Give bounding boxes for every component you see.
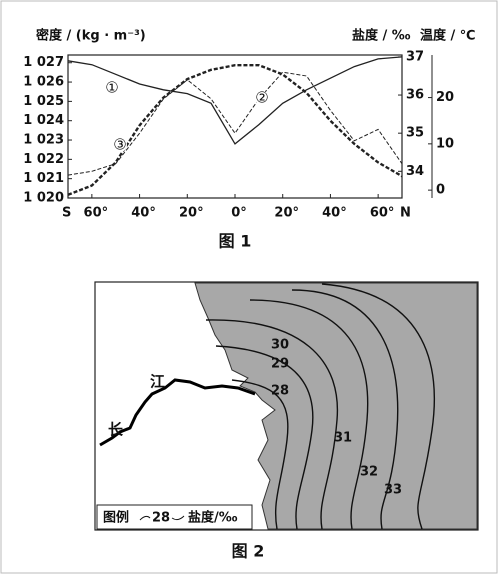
x-tick-label: 60°: [84, 206, 109, 221]
map: 江 长 图例 28 盐度/‰ 图 2 28 29 30 31 32 33: [94, 281, 479, 561]
legend-sample: 28: [152, 511, 170, 526]
series-label-ring: [105, 81, 119, 95]
isoline: [291, 289, 399, 530]
map-caption: 图 2: [232, 542, 265, 561]
series-label: ①: [105, 79, 118, 97]
river: [99, 378, 256, 447]
x-start-label: S: [62, 206, 71, 221]
y3-tick-label: 20: [436, 90, 454, 105]
y-tick-label: 1 025: [23, 94, 64, 109]
legend-unit: 盐度/‰: [188, 510, 238, 526]
y3-tick-label: 0: [436, 183, 445, 198]
x-end-label: N: [400, 206, 411, 221]
y-tick-label: 1 023: [23, 133, 64, 148]
sea: [194, 282, 478, 530]
y2-tick-label: 35: [406, 126, 424, 141]
y3-axis-title: 温度 / ℃: [420, 28, 476, 44]
isoline: [205, 319, 339, 530]
isoline: [215, 345, 314, 530]
y2-axis-title: 盐度 / ‰: [352, 28, 411, 44]
isoline-label: 32: [360, 465, 378, 480]
y-tick-label: 1 021: [23, 171, 64, 186]
series-label: ②: [255, 89, 268, 107]
series-label: ③: [113, 136, 126, 154]
river-label: 江: [150, 373, 165, 391]
x-tick-label: 20°: [179, 206, 204, 221]
y-tick-label: 1 024: [23, 113, 64, 128]
isoline-label: 30: [271, 338, 289, 353]
data-line: [67, 71, 403, 176]
y-tick-label: 1 022: [23, 152, 64, 167]
isoline: [231, 379, 289, 530]
x-tick-label: 20°: [274, 206, 299, 221]
legend-line: [139, 515, 151, 521]
x-tick-label: 60°: [370, 206, 395, 221]
isoline: [321, 283, 435, 530]
y-tick-label: 1 020: [23, 191, 64, 206]
isoline-label: 31: [334, 431, 352, 446]
y2-tick-label: 37: [406, 49, 424, 64]
x-tick-label: 40°: [322, 206, 347, 221]
y2-tick-label: 36: [406, 88, 424, 103]
caption: 图 1: [219, 232, 252, 251]
data-line: [67, 56, 403, 145]
y3-tick-label: 10: [436, 136, 454, 151]
legend-box: [96, 504, 253, 530]
y-tick-label: 1 026: [23, 75, 64, 90]
isoline-label: 33: [384, 483, 402, 498]
legend-title: 图例: [103, 510, 129, 526]
x-tick-label: 0°: [231, 206, 247, 221]
legend-line: [171, 515, 185, 521]
y-tick-label: 1 027: [23, 55, 64, 70]
series-label-ring: [113, 138, 127, 152]
river-label: 长: [108, 421, 124, 439]
y2-tick-label: 34: [406, 164, 424, 179]
y-axis-title: 密度 / (kg · m⁻³): [35, 28, 146, 44]
isoline-label: 28: [271, 384, 289, 399]
isoline: [249, 299, 369, 530]
x-tick-label: 40°: [131, 206, 156, 221]
isoline-label: 29: [271, 357, 289, 372]
plot-frame: [67, 54, 403, 199]
series-label-ring: [255, 91, 269, 105]
